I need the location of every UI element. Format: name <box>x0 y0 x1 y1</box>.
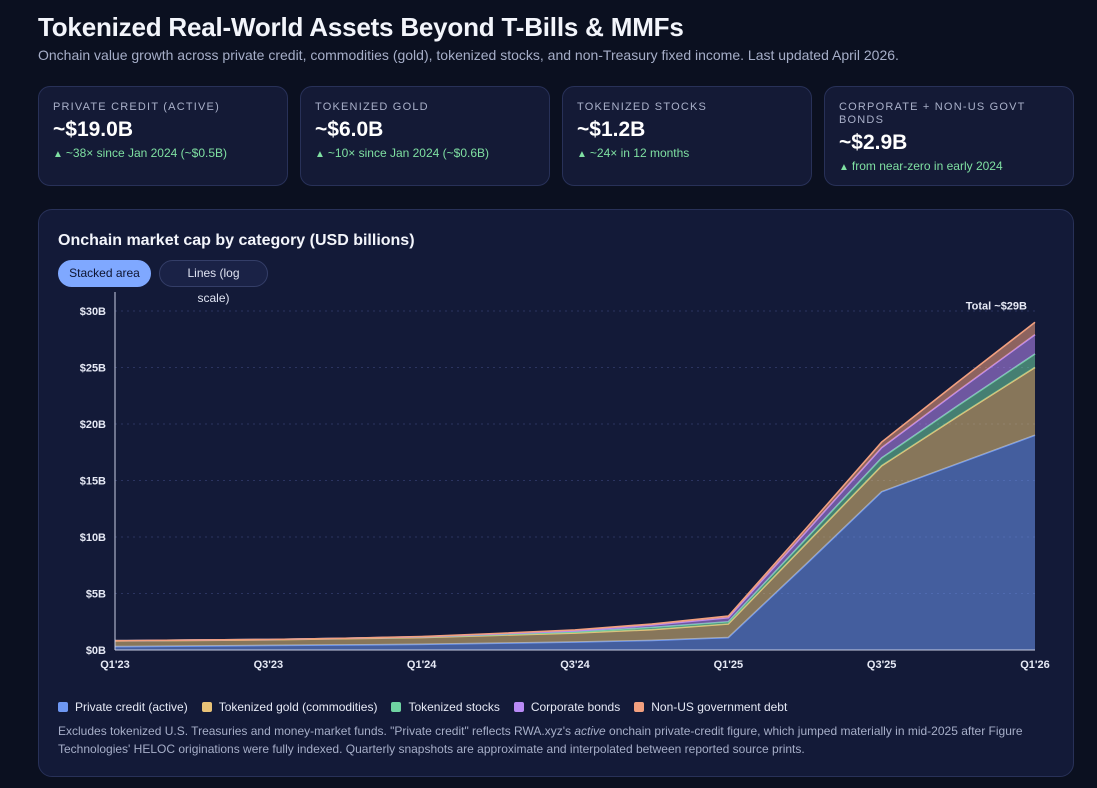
card-delta: ▲ ~10× since Jan 2024 (~$0.6B) <box>315 146 535 160</box>
card-private-credit: PRIVATE CREDIT (ACTIVE) ~$19.0B ▲ ~38× si… <box>38 86 288 186</box>
area-series-2 <box>115 353 1035 641</box>
card-value: ~$1.2B <box>577 118 646 141</box>
legend-swatch <box>513 702 524 712</box>
card-tokenized-stocks: TOKENIZED STOCKS ~$1.2B ▲ ~24× in 12 mont… <box>562 86 812 186</box>
card-label: CORPORATE + NON-US GOVT BONDS <box>839 101 1026 126</box>
x-tick-label: Q3'24 <box>560 659 590 671</box>
card-delta-text: ~24× in 12 months <box>589 146 690 160</box>
area-series-line-4 <box>114 321 1036 642</box>
card-label: TOKENIZED GOLD <box>315 101 429 113</box>
up-arrow-icon: ▲ <box>839 162 849 173</box>
chart-legend: Private credit (active) Tokenized gold (c… <box>58 700 801 714</box>
stacked-area-chart: $0B $5B $10B $15B $20B $25B $30B Q1'23 Q3'23 Q1'2… <box>80 292 1050 671</box>
y-tick-label: $30B <box>80 306 106 318</box>
page-subtitle: Onchain value growth across private cred… <box>38 47 899 63</box>
y-tick-label: $5B <box>86 588 106 600</box>
x-tick-label: Q1'24 <box>407 659 437 671</box>
chart-footnote: Excludes tokenized U.S. Treasuries and m… <box>58 722 1058 758</box>
legend-item: Corporate bonds <box>513 700 621 714</box>
card-value: ~$19.0B <box>53 118 133 141</box>
y-tick-label: $10B <box>80 532 106 544</box>
legend-label: Private credit (active) <box>75 700 188 714</box>
tab-lines-log-scale[interactable]: Lines (log scale) <box>159 260 268 305</box>
footnote-text-start: Excludes tokenized U.S. Treasuries and m… <box>58 724 575 738</box>
y-tick-label: $25B <box>80 362 106 374</box>
card-label: TOKENIZED STOCKS <box>577 101 708 113</box>
total-annotation: Total ~$29B <box>966 300 1027 312</box>
legend-swatch <box>634 702 645 712</box>
card-value: ~$6.0B <box>315 118 384 141</box>
card-label: PRIVATE CREDIT (ACTIVE) <box>53 101 220 113</box>
card-delta: ▲ ~38× since Jan 2024 (~$0.5B) <box>53 146 273 160</box>
tab-stacked-area[interactable]: Stacked area <box>58 260 151 287</box>
up-arrow-icon: ▲ <box>53 149 63 160</box>
page-title: Tokenized Real-World Assets Beyond T-Bil… <box>38 12 684 42</box>
y-tick-label: $20B <box>80 419 106 431</box>
legend-label: Tokenized stocks <box>408 700 500 714</box>
legend-item: Private credit (active) <box>58 700 188 714</box>
footnote-text-end: onchain private-credit figure, which jum… <box>58 724 1023 756</box>
legend-label: Corporate bonds <box>530 700 621 714</box>
legend-label: Non-US government debt <box>651 700 788 714</box>
legend-item: Non-US government debt <box>634 700 787 714</box>
up-arrow-icon: ▲ <box>315 149 325 160</box>
x-tick-label: Q3'23 <box>254 659 284 671</box>
chart-panel: Onchain market cap by category (USD bill… <box>38 209 1074 777</box>
card-tokenized-gold: TOKENIZED GOLD ~$6.0B ▲ ~10× since Jan 20… <box>300 86 550 186</box>
x-tick-label: Q3'25 <box>867 659 897 671</box>
legend-label: Tokenized gold (commodities) <box>218 700 378 714</box>
x-tick-label: Q1'26 <box>1020 659 1050 671</box>
area-series-3 <box>115 334 1035 641</box>
legend-item: Tokenized gold (commodities) <box>201 700 378 714</box>
area-series-1 <box>115 367 1035 647</box>
card-delta: ▲ from near-zero in early 2024 <box>839 159 1059 173</box>
y-tick-label: $15B <box>80 475 106 487</box>
footnote-emphasis: active <box>574 724 606 738</box>
legend-swatch <box>391 702 402 712</box>
x-tick-label: Q1'23 <box>100 659 130 671</box>
card-delta-text: ~10× since Jan 2024 (~$0.6B) <box>327 146 490 160</box>
chart-title: Onchain market cap by category (USD bill… <box>58 232 415 249</box>
card-delta-text: from near-zero in early 2024 <box>851 159 1003 173</box>
area-series-0 <box>115 435 1035 650</box>
legend-swatch <box>58 702 68 712</box>
y-tick-label: $0B <box>86 645 106 657</box>
card-delta: ▲ ~24× in 12 months <box>577 146 797 160</box>
summary-cards: PRIVATE CREDIT (ACTIVE) ~$19.0B ▲ ~38× si… <box>38 86 1074 186</box>
legend-item: Tokenized stocks <box>391 700 500 714</box>
area-series-4 <box>115 322 1035 641</box>
card-delta-text: ~38× since Jan 2024 (~$0.5B) <box>65 146 228 160</box>
up-arrow-icon: ▲ <box>577 149 587 160</box>
legend-swatch <box>201 702 212 712</box>
card-value: ~$2.9B <box>839 131 908 154</box>
x-tick-label: Q1'25 <box>714 659 744 671</box>
card-bonds: CORPORATE + NON-US GOVT BONDS ~$2.9B ▲ fr… <box>824 86 1074 186</box>
